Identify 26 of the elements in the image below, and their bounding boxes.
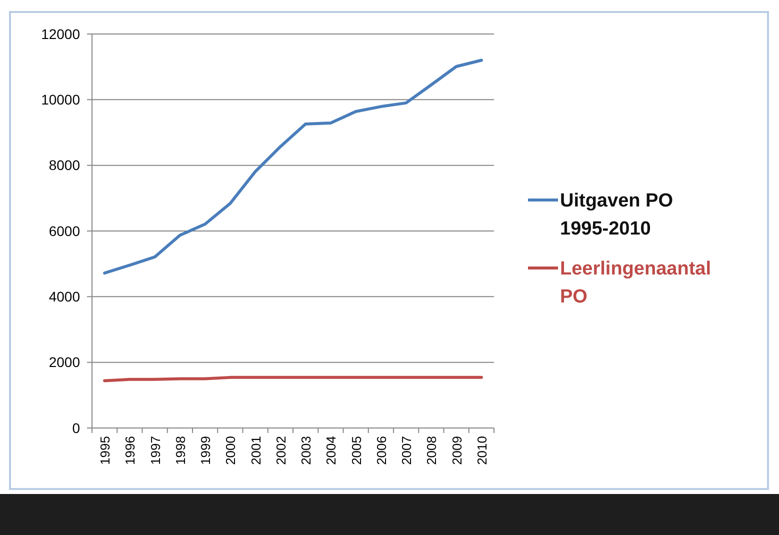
x-tick-label: 1996 [122,436,138,465]
x-tick-label: 2000 [223,436,238,465]
x-tick-label: 1997 [148,436,163,465]
line-series [103,58,483,275]
x-tick-label: 2003 [298,436,314,465]
y-tick-label: 2000 [48,354,80,370]
y-tick-label: 10000 [41,92,80,108]
y-tick-label: 8000 [48,157,80,174]
y-tick-label: 0 [72,420,80,436]
x-tick-label: 1998 [172,436,188,465]
y-tick-label: 4000 [48,288,80,305]
x-tick-label: 2004 [324,436,339,465]
x-tick-label: 1995 [98,436,113,465]
x-tick-label: 2009 [449,436,464,465]
x-tick-label: 2010 [474,436,490,465]
y-tick-label: 6000 [48,222,80,239]
x-tick-label: 2002 [273,436,288,465]
x-tick-label: 2008 [424,436,440,465]
x-tick-label: 2005 [348,436,364,465]
x-tick-label: 2001 [248,436,264,465]
legend-label: Leerlingenaantal PO [560,258,711,308]
y-tick-label: 12000 [41,26,80,42]
x-tick-label: 1999 [198,436,214,465]
legend-label: Uitgaven PO 1995-2010 [560,190,673,240]
x-tick-label: 2006 [374,436,389,465]
x-tick-label: 2007 [399,436,414,465]
